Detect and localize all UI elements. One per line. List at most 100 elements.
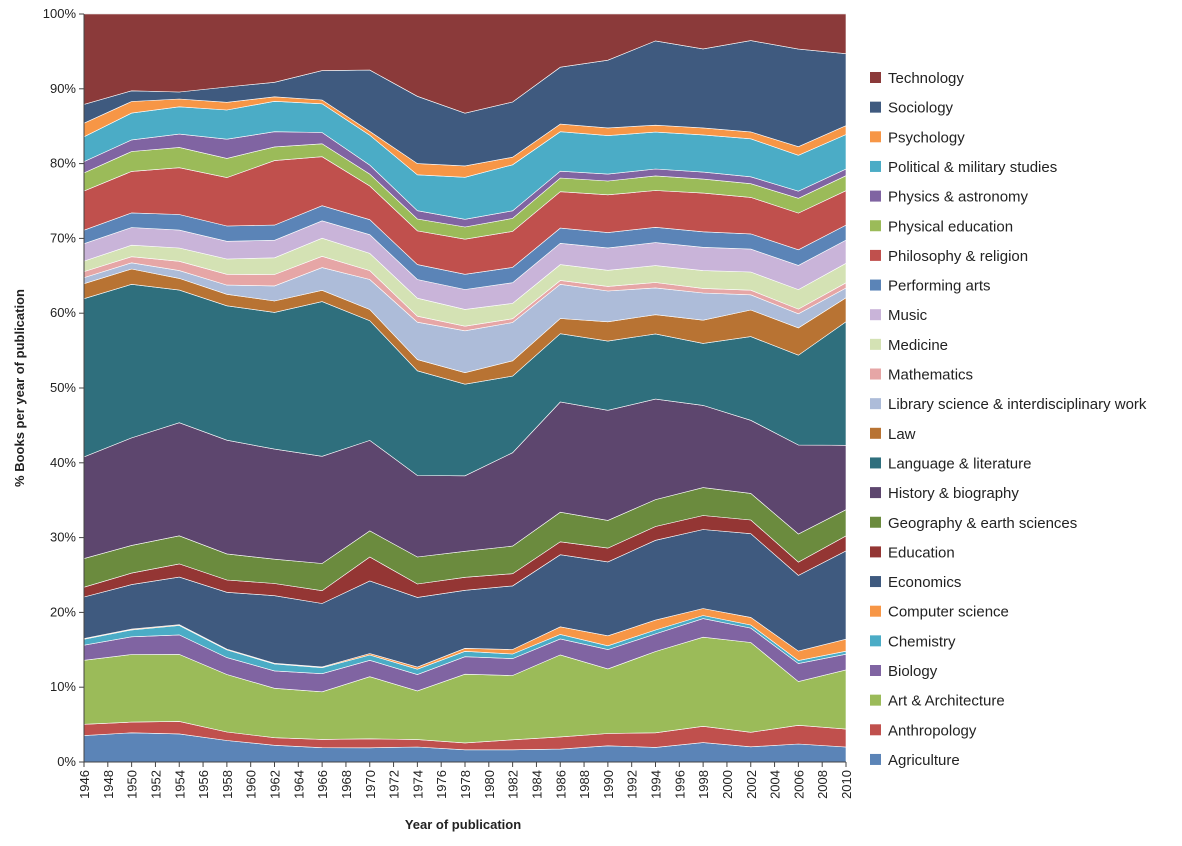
x-tick-label: 2008 (815, 770, 830, 799)
x-tick-label: 2004 (768, 770, 783, 799)
x-tick-label: 1978 (458, 770, 473, 799)
legend-swatch (870, 665, 881, 676)
legend-swatch (870, 694, 881, 706)
legend-swatch (870, 309, 881, 321)
legend-label: Computer science (888, 604, 1009, 621)
x-tick-label: 2006 (791, 770, 806, 799)
legend-swatch (870, 131, 881, 143)
legend-label: Physical education (888, 218, 1013, 235)
y-tick-label: 10% (50, 679, 76, 694)
x-tick-label: 1976 (434, 770, 449, 799)
x-tick-label: 1954 (172, 770, 187, 799)
x-tick-label: 1980 (482, 770, 497, 799)
x-tick-label: 1986 (553, 770, 568, 799)
legend-label: Education (888, 544, 955, 561)
legend-label: Physics & astronomy (888, 189, 1029, 206)
legend-swatch (870, 249, 881, 261)
legend-swatch (870, 220, 881, 232)
y-axis-title: % Books per year of publication (12, 289, 27, 487)
x-tick-label: 1982 (506, 770, 521, 799)
y-tick-label: 80% (50, 156, 76, 171)
x-tick-label: 1956 (196, 770, 211, 799)
legend-label: Economics (888, 574, 961, 591)
legend-swatch (870, 368, 881, 380)
y-tick-label: 60% (50, 305, 76, 320)
legend-label: Language & literature (888, 455, 1031, 472)
y-tick-label: 40% (50, 455, 76, 470)
legend-label: Geography & earth sciences (888, 515, 1077, 532)
x-tick-label: 1972 (387, 770, 402, 799)
legend-swatch (870, 516, 881, 528)
legend-swatch (870, 398, 881, 410)
legend-swatch (870, 279, 881, 291)
legend-label: Art & Architecture (888, 693, 1005, 710)
legend-label: Music (888, 307, 928, 324)
legend-swatch (870, 487, 881, 499)
legend-swatch (870, 605, 881, 617)
x-tick-label: 2000 (720, 770, 735, 799)
area-technology (83, 13, 847, 114)
x-axis-title: Year of publication (405, 817, 521, 832)
legend-label: Performing arts (888, 278, 991, 295)
legend-swatch (870, 338, 881, 350)
legend-label: Law (888, 426, 916, 443)
x-tick-label: 1970 (363, 770, 378, 799)
legend-label: Library science & interdisciplinary work (888, 396, 1147, 413)
y-tick-label: 70% (50, 230, 76, 245)
legend-label: Mathematics (888, 367, 973, 384)
x-tick-label: 2010 (839, 770, 854, 799)
legend-swatch (870, 457, 881, 469)
legend-label: Agriculture (888, 752, 960, 769)
x-tick-label: 1984 (529, 770, 544, 799)
legend-label: Philosophy & religion (888, 248, 1028, 265)
area-series (83, 13, 847, 763)
x-tick-label: 1968 (339, 770, 354, 799)
legend-label: History & biography (888, 485, 1019, 502)
legend-swatch (870, 72, 881, 83)
legend-label: Medicine (888, 337, 948, 354)
x-tick-label: 1998 (696, 770, 711, 799)
x-tick-label: 1948 (101, 770, 116, 799)
legend-label: Technology (888, 70, 964, 87)
x-tick-label: 1960 (244, 770, 259, 799)
legend-swatch (870, 427, 881, 439)
y-tick-label: 100% (43, 6, 77, 21)
legend-swatch (870, 635, 881, 647)
x-tick-label: 1988 (577, 770, 592, 799)
x-tick-labels: 1946 1948 1950 1952 1954 1956 1958 1960 1962 1964… (77, 762, 854, 799)
y-tick-label: 0% (57, 754, 76, 769)
y-tick-label: 90% (50, 81, 76, 96)
legend: Technology Sociology Psychology Political &… (870, 70, 1147, 769)
legend-swatch (870, 160, 881, 172)
x-tick-label: 1964 (291, 770, 306, 799)
x-tick-label: 1952 (148, 770, 163, 799)
legend-swatch (870, 190, 881, 202)
x-tick-label: 1966 (315, 770, 330, 799)
legend-swatch (870, 724, 881, 736)
legend-swatch (870, 101, 881, 113)
legend-label: Anthropology (888, 722, 977, 739)
x-tick-label: 2002 (744, 770, 759, 799)
x-tick-label: 1962 (268, 770, 283, 799)
legend-label: Chemistry (888, 633, 956, 650)
legend-label: Political & military studies (888, 159, 1057, 176)
legend-label: Psychology (888, 129, 965, 146)
x-tick-label: 1950 (125, 770, 140, 799)
x-tick-label: 1996 (672, 770, 687, 799)
x-tick-label: 1990 (601, 770, 616, 799)
legend-swatch (870, 753, 881, 765)
y-tick-label: 50% (50, 380, 76, 395)
y-tick-labels: 0% 10% 20% 30% 40% 50% 60% 70% 80% 90% 100% (43, 6, 84, 769)
x-tick-label: 1994 (649, 770, 664, 799)
legend-swatch (870, 546, 881, 558)
legend-label: Sociology (888, 100, 954, 117)
x-tick-label: 1958 (220, 770, 235, 799)
x-tick-label: 1992 (625, 770, 640, 799)
x-tick-label: 1946 (77, 770, 92, 799)
x-tick-label: 1974 (410, 770, 425, 799)
legend-swatch (870, 576, 881, 588)
y-tick-label: 30% (50, 530, 76, 545)
legend-label: Biology (888, 663, 938, 680)
